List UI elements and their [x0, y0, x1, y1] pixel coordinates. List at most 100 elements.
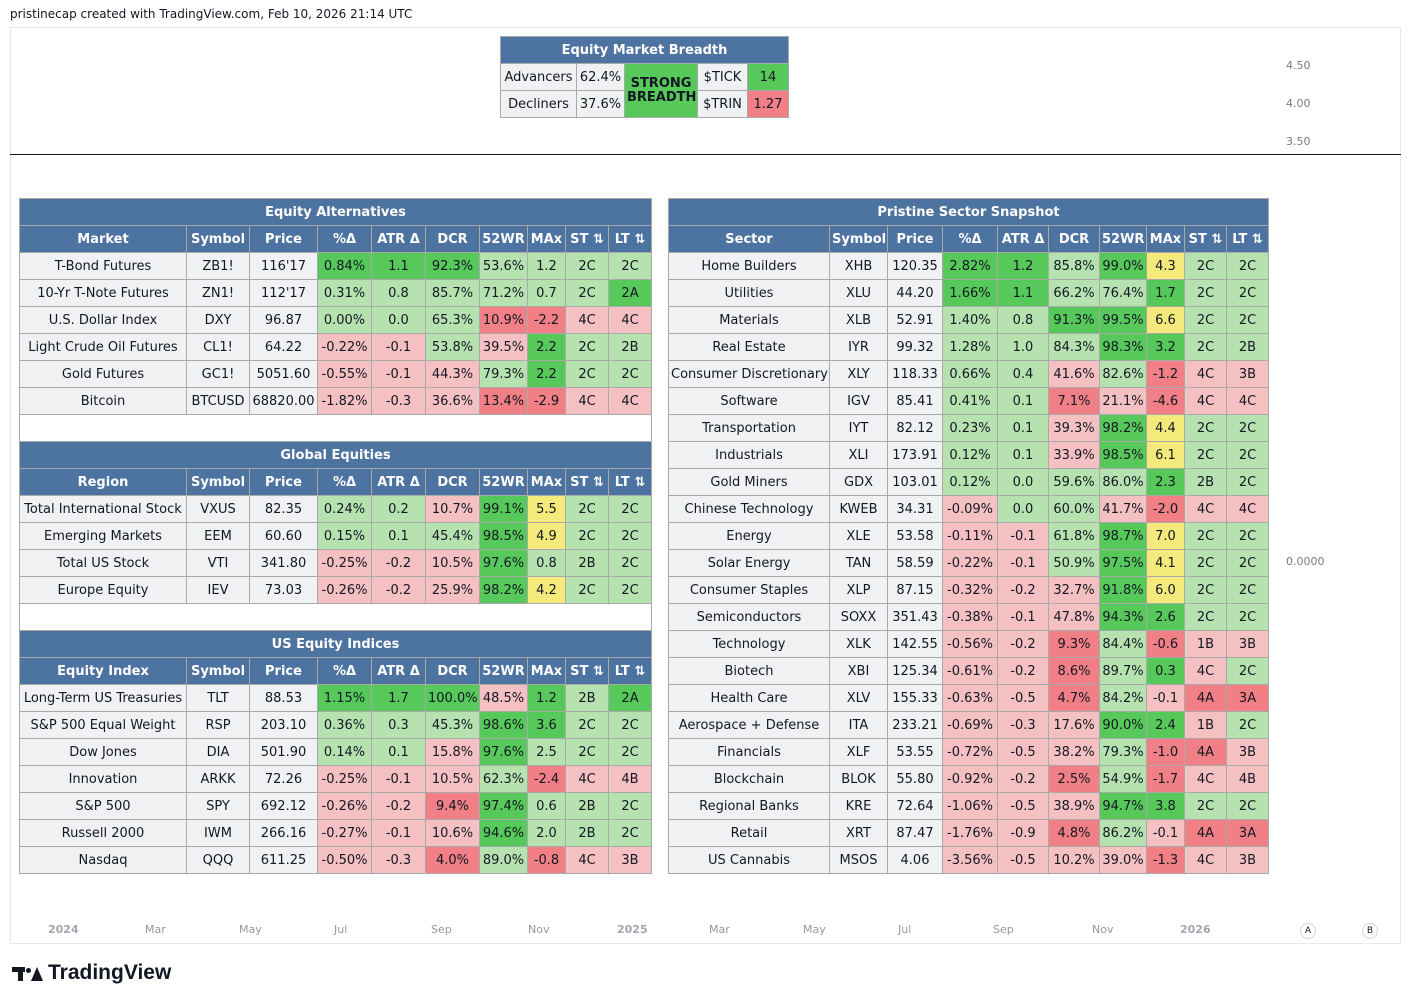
- column-header[interactable]: Region: [19, 468, 187, 496]
- column-header[interactable]: %Δ: [317, 225, 372, 253]
- table-cell: Bitcoin: [19, 387, 187, 415]
- table-cell: 4B: [1225, 765, 1270, 793]
- equity-alternatives-title: Equity Alternatives: [18, 198, 653, 226]
- table-cell: 99.32: [887, 333, 943, 361]
- column-header[interactable]: MAx: [527, 225, 566, 253]
- table-cell: 351.43: [887, 603, 943, 631]
- column-header[interactable]: Price: [249, 468, 318, 496]
- table-cell: DXY: [186, 306, 250, 334]
- table-cell: 2B: [565, 684, 609, 712]
- table-cell: 96.87: [249, 306, 318, 334]
- table-cell: 2C: [565, 360, 609, 388]
- table-cell: 44.3%: [425, 360, 480, 388]
- column-header[interactable]: LT ⇅: [607, 657, 653, 685]
- table-cell: 98.5%: [479, 522, 528, 550]
- column-header[interactable]: ATR Δ: [997, 225, 1049, 253]
- table-cell: 39.0%: [1099, 846, 1147, 874]
- table-cell: XLB: [829, 306, 888, 334]
- table-cell: 4C: [565, 846, 609, 874]
- table-row: Gold Miners GDX 103.01 0.12% 0.0 59.6% 86.0% 2.…: [668, 468, 1270, 496]
- column-header[interactable]: %Δ: [317, 657, 372, 685]
- column-header[interactable]: Equity Index: [19, 657, 187, 685]
- column-header[interactable]: Symbol: [829, 225, 888, 253]
- chart-area[interactable]: [10, 27, 1401, 944]
- table-cell: 112'17: [249, 279, 318, 307]
- table-cell: -0.11%: [942, 522, 998, 550]
- table-row: Emerging Markets EEM 60.60 0.15% 0.1 45.4% 98.…: [19, 522, 653, 550]
- table-cell: 61.8%: [1048, 522, 1100, 550]
- table-cell: 94.7%: [1099, 792, 1147, 820]
- table-cell: 3A: [1225, 819, 1270, 847]
- pane-divider[interactable]: [10, 154, 1401, 155]
- time-axis-label: 2024: [48, 923, 79, 936]
- column-header[interactable]: 52WR: [479, 225, 528, 253]
- auto-scale-button[interactable]: A: [1300, 923, 1316, 939]
- column-header[interactable]: ATR Δ: [371, 468, 426, 496]
- table-cell: 84.3%: [1048, 333, 1100, 361]
- table-row: T-Bond Futures ZB1! 116'17 0.84% 1.1 92.3% 53.…: [19, 252, 653, 280]
- table-row: 10-Yr T-Note Futures ZN1! 112'17 0.31% 0.8 85…: [19, 279, 653, 307]
- chart-caption: pristinecap created with TradingView.com…: [10, 7, 413, 21]
- table-cell: 611.25: [249, 846, 318, 874]
- column-header[interactable]: LT ⇅: [607, 468, 653, 496]
- column-header[interactable]: DCR: [425, 657, 480, 685]
- spacer: [18, 414, 653, 442]
- time-axis-label: Mar: [709, 923, 730, 936]
- table-cell: 2C: [1225, 549, 1270, 577]
- column-header[interactable]: Price: [887, 225, 943, 253]
- table-cell: 66.2%: [1048, 279, 1100, 307]
- table-cell: 0.1: [371, 522, 426, 550]
- column-header[interactable]: 52WR: [479, 657, 528, 685]
- column-header[interactable]: ST ⇅: [565, 225, 609, 253]
- column-header[interactable]: DCR: [425, 468, 480, 496]
- column-header[interactable]: MAx: [527, 657, 566, 685]
- table-cell: 2.5%: [1048, 765, 1100, 793]
- table-cell: 2B: [1184, 468, 1227, 496]
- table-cell: 72.64: [887, 792, 943, 820]
- table-cell: 84.4%: [1099, 630, 1147, 658]
- column-header[interactable]: ATR Δ: [371, 225, 426, 253]
- table-cell: Regional Banks: [668, 792, 830, 820]
- table-cell: 85.7%: [425, 279, 480, 307]
- column-header[interactable]: DCR: [425, 225, 480, 253]
- table-row: Regional Banks KRE 72.64 -1.06% -0.5 38.9% 94.…: [668, 792, 1270, 820]
- column-header[interactable]: Symbol: [186, 657, 250, 685]
- column-header[interactable]: 52WR: [479, 468, 528, 496]
- column-header[interactable]: Market: [19, 225, 187, 253]
- column-header[interactable]: LT ⇅: [607, 225, 653, 253]
- column-header[interactable]: MAx: [527, 468, 566, 496]
- column-header[interactable]: ATR Δ: [371, 657, 426, 685]
- column-header[interactable]: 52WR: [1099, 225, 1147, 253]
- table-cell: 4B: [607, 765, 653, 793]
- table-cell: 0.36%: [317, 711, 372, 739]
- column-header[interactable]: Price: [249, 225, 318, 253]
- column-header[interactable]: ST ⇅: [565, 468, 609, 496]
- scale-button[interactable]: B: [1362, 923, 1378, 939]
- table-cell: 76.4%: [1099, 279, 1147, 307]
- table-cell: 233.21: [887, 711, 943, 739]
- column-header[interactable]: %Δ: [942, 225, 998, 253]
- column-header[interactable]: DCR: [1048, 225, 1100, 253]
- column-header[interactable]: ST ⇅: [565, 657, 609, 685]
- table-cell: 1B: [1184, 630, 1227, 658]
- tradingview-logo[interactable]: TradingView: [12, 961, 171, 985]
- table-cell: 3.2: [1146, 333, 1185, 361]
- column-header[interactable]: Sector: [668, 225, 830, 253]
- table-row: U.S. Dollar Index DXY 96.87 0.00% 0.0 65.3% 10…: [19, 306, 653, 334]
- table-cell: 9.3%: [1048, 630, 1100, 658]
- column-header[interactable]: Symbol: [186, 225, 250, 253]
- table-cell: 41.7%: [1099, 495, 1147, 523]
- table-cell: 266.16: [249, 819, 318, 847]
- table-cell: Materials: [668, 306, 830, 334]
- column-header[interactable]: %Δ: [317, 468, 372, 496]
- column-header[interactable]: ST ⇅: [1184, 225, 1227, 253]
- table-row: S&P 500 SPY 692.12 -0.26% -0.2 9.4% 97.4% 0.6 2B…: [19, 792, 653, 820]
- table-cell: KWEB: [829, 495, 888, 523]
- table-cell: 25.9%: [425, 576, 480, 604]
- column-header[interactable]: MAx: [1146, 225, 1185, 253]
- column-header[interactable]: LT ⇅: [1225, 225, 1270, 253]
- table-cell: 32.7%: [1048, 576, 1100, 604]
- column-header[interactable]: Price: [249, 657, 318, 685]
- column-header[interactable]: Symbol: [186, 468, 250, 496]
- decliners-label: Decliners: [500, 90, 577, 118]
